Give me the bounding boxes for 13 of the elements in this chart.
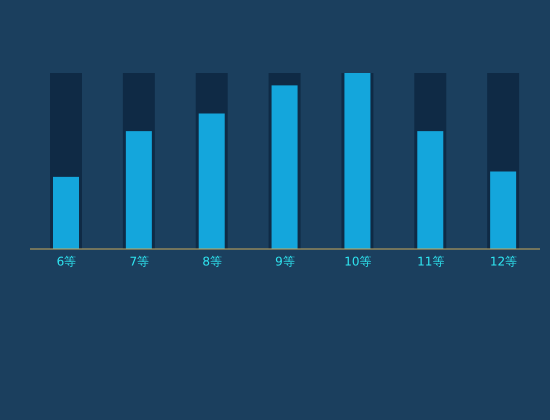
x-tick-label: 6等 [56,254,76,269]
x-tick-label: 9等 [275,254,295,269]
x-tick-label: 10等 [344,254,372,269]
x-tick-label: 12等 [490,254,518,269]
bar [198,113,225,249]
bar [53,176,79,249]
x-tick-label: 11等 [417,254,444,269]
x-tick-label: 7等 [129,254,150,269]
x-tick-label: 8等 [202,254,222,269]
bar [490,172,516,249]
bar [272,85,298,249]
bar [126,131,152,249]
bar [417,131,444,249]
